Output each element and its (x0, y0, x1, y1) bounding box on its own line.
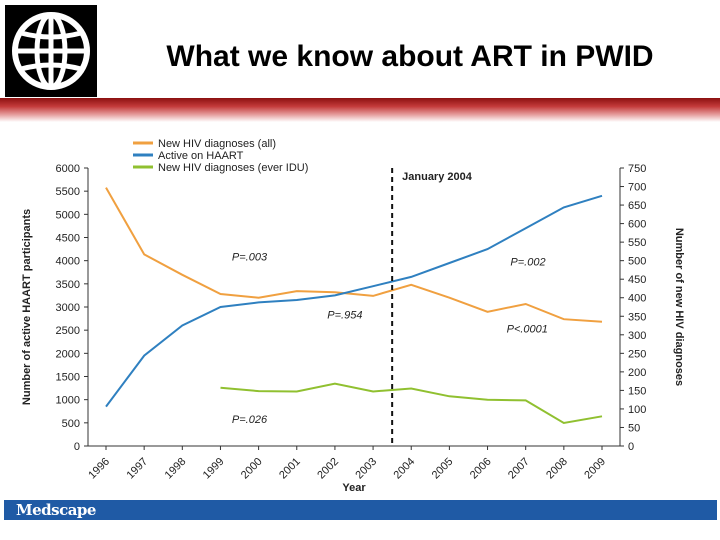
y-axis-left-label: Number of active HAART participants (21, 209, 33, 405)
y-left-tick-label: 4500 (56, 233, 80, 245)
y-left-tick-label: 500 (62, 418, 80, 430)
x-tick-label: 2000 (239, 456, 265, 482)
y-left-tick-label: 4000 (56, 256, 80, 268)
logo (5, 5, 97, 97)
hiv-haart-line-chart: New HIV diagnoses (all)Active on HAARTNe… (21, 138, 685, 494)
title-divider-bar (0, 98, 720, 122)
y-right-tick-label: 50 (628, 422, 640, 434)
x-tick-label: 2008 (544, 456, 570, 482)
y-right-tick-label: 0 (628, 441, 634, 453)
slide-title: What we know about ART in PWID (166, 40, 654, 73)
medscape-brand: Medscape (16, 501, 96, 519)
y-right-tick-label: 750 (628, 163, 646, 175)
y-right-tick-label: 650 (628, 200, 646, 212)
legend-entry: Active on HAART (158, 150, 244, 162)
y-right-tick-label: 100 (628, 404, 646, 416)
y-axis-right-label: Number of new HIV diagnoses (673, 228, 685, 386)
y-right-tick-label: 450 (628, 274, 646, 286)
y-left-tick-label: 3500 (56, 279, 80, 291)
chart-marks (105, 187, 603, 425)
p-value-label: P=.026 (232, 414, 268, 426)
y-right-tick-label: 400 (628, 293, 646, 305)
x-tick-label: 2001 (277, 456, 303, 482)
y-right-tick-label: 300 (628, 330, 646, 342)
y-left-tick-label: 6000 (56, 163, 80, 175)
series-line-1 (105, 194, 603, 408)
y-left-tick-label: 5500 (56, 186, 80, 198)
y-right-tick-label: 500 (628, 256, 646, 268)
x-tick-label: 1997 (124, 456, 150, 482)
chart-annotations: January 2004 P=.003 P=.954 P=.026 P=.002 P<.0… (232, 168, 548, 446)
y-left-tick-label: 2000 (56, 348, 80, 360)
p-value-label: P=.003 (232, 252, 268, 264)
footer-bar: Medscape (4, 500, 717, 520)
y-right-tick-label: 250 (628, 348, 646, 360)
x-tick-label: 2006 (468, 456, 494, 482)
x-tick-label: 1999 (201, 456, 227, 482)
series-line-0 (105, 187, 603, 323)
y-left-tick-label: 3000 (56, 302, 80, 314)
x-tick-label: 1998 (163, 456, 189, 482)
x-tick-label: 2005 (430, 456, 456, 482)
globe-icon (12, 12, 90, 90)
x-tick-label: 2003 (353, 456, 379, 482)
y-right-tick-label: 350 (628, 311, 646, 323)
y-left-tick-label: 2500 (56, 325, 80, 337)
chart-legend: New HIV diagnoses (all)Active on HAARTNe… (133, 138, 308, 174)
series-line-2 (220, 382, 603, 425)
y-left-tick-label: 0 (74, 441, 80, 453)
p-value-label: P=.954 (327, 310, 362, 322)
y-right-tick-label: 150 (628, 385, 646, 397)
y-left-tick-label: 1000 (56, 395, 80, 407)
y-left-tick-label: 1500 (56, 372, 80, 384)
x-tick-label: 2007 (506, 456, 532, 482)
x-tick-label: 2004 (392, 456, 418, 482)
y-right-tick-label: 700 (628, 182, 646, 194)
p-value-label: P<.0001 (507, 323, 548, 335)
x-axis-label: Year (342, 482, 366, 494)
y-right-tick-label: 550 (628, 237, 646, 249)
january-2004-label: January 2004 (402, 171, 473, 183)
x-tick-label: 2002 (315, 456, 341, 482)
x-tick-label: 1996 (86, 456, 112, 482)
legend-entry: New HIV diagnoses (ever IDU) (158, 162, 308, 174)
x-tick-label: 2009 (582, 456, 608, 482)
y-right-tick-label: 600 (628, 219, 646, 231)
p-value-label: P=.002 (510, 256, 545, 268)
y-right-tick-label: 200 (628, 367, 646, 379)
legend-entry: New HIV diagnoses (all) (158, 138, 276, 150)
y-left-tick-label: 5000 (56, 209, 80, 221)
